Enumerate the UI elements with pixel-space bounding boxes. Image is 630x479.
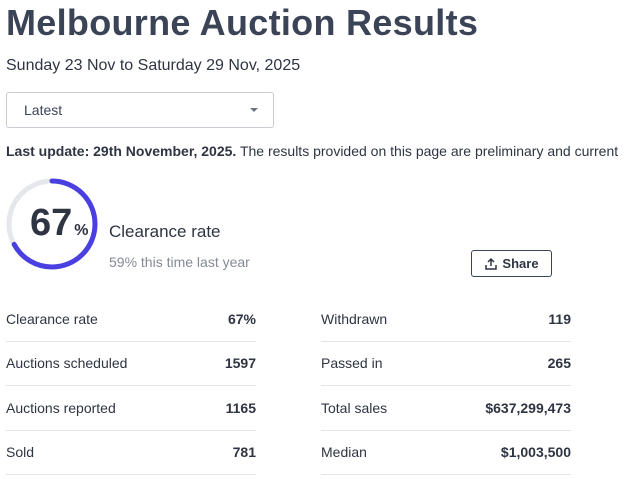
last-year-comparison: 59% this time last year xyxy=(109,254,250,270)
stat-value: 781 xyxy=(232,444,256,461)
last-update-date: Last update: 29th November, 2025. xyxy=(6,143,237,159)
stat-label: Clearance rate xyxy=(6,310,98,327)
stat-row: Sold 781 xyxy=(6,431,256,475)
stat-label: Total sales xyxy=(321,399,388,416)
stat-label: Auctions scheduled xyxy=(6,355,128,372)
clearance-value: 67 xyxy=(30,202,73,244)
stat-value: 1597 xyxy=(224,355,256,372)
stat-value: 119 xyxy=(548,310,571,327)
stat-label: Sold xyxy=(6,444,35,461)
date-range: Sunday 23 Nov to Saturday 29 Nov, 2025 xyxy=(6,57,301,74)
stat-row: Auctions scheduled 1597 xyxy=(6,342,256,386)
caret-down-icon xyxy=(250,108,258,112)
stat-row: Median $1,003,500 xyxy=(321,431,571,475)
stat-row: Total sales $637,299,473 xyxy=(321,386,571,431)
stat-value: 265 xyxy=(547,355,571,372)
stat-value: 1165 xyxy=(225,399,256,416)
page-title: Melbourne Auction Results xyxy=(6,2,479,43)
stat-value: $637,299,473 xyxy=(485,399,571,416)
last-update-note: Last update: 29th November, 2025. The re… xyxy=(6,143,618,159)
clearance-label: Clearance rate xyxy=(109,222,221,241)
stat-label: Median xyxy=(321,444,367,461)
stat-value: $1,003,500 xyxy=(500,444,571,461)
clearance-ring xyxy=(6,178,98,270)
stat-label: Withdrawn xyxy=(321,310,388,327)
period-select[interactable]: Latest xyxy=(6,92,274,128)
share-label: Share xyxy=(502,256,539,271)
percent-sign: % xyxy=(74,222,89,239)
ring-progress xyxy=(6,178,98,270)
stat-value: 67% xyxy=(227,310,256,327)
period-select-value: Latest xyxy=(24,102,63,118)
stat-row: Clearance rate 67% xyxy=(6,297,256,342)
share-upload-icon xyxy=(485,257,498,270)
stat-row: Withdrawn 119 xyxy=(321,297,571,342)
share-button[interactable]: Share xyxy=(471,250,552,277)
stat-label: Auctions reported xyxy=(6,399,116,416)
clearance-percent: 67% xyxy=(30,202,89,245)
stat-row: Passed in 265 xyxy=(321,342,571,386)
stat-label: Passed in xyxy=(321,355,383,372)
stats-right: Withdrawn 119 Passed in 265 Total sales $637,… xyxy=(321,297,571,475)
stat-row: Auctions reported 1165 xyxy=(6,386,256,431)
disclaimer-text: The results provided on this page are pr… xyxy=(236,143,619,159)
stats-left: Clearance rate 67% Auctions scheduled 1597 A… xyxy=(6,297,256,475)
